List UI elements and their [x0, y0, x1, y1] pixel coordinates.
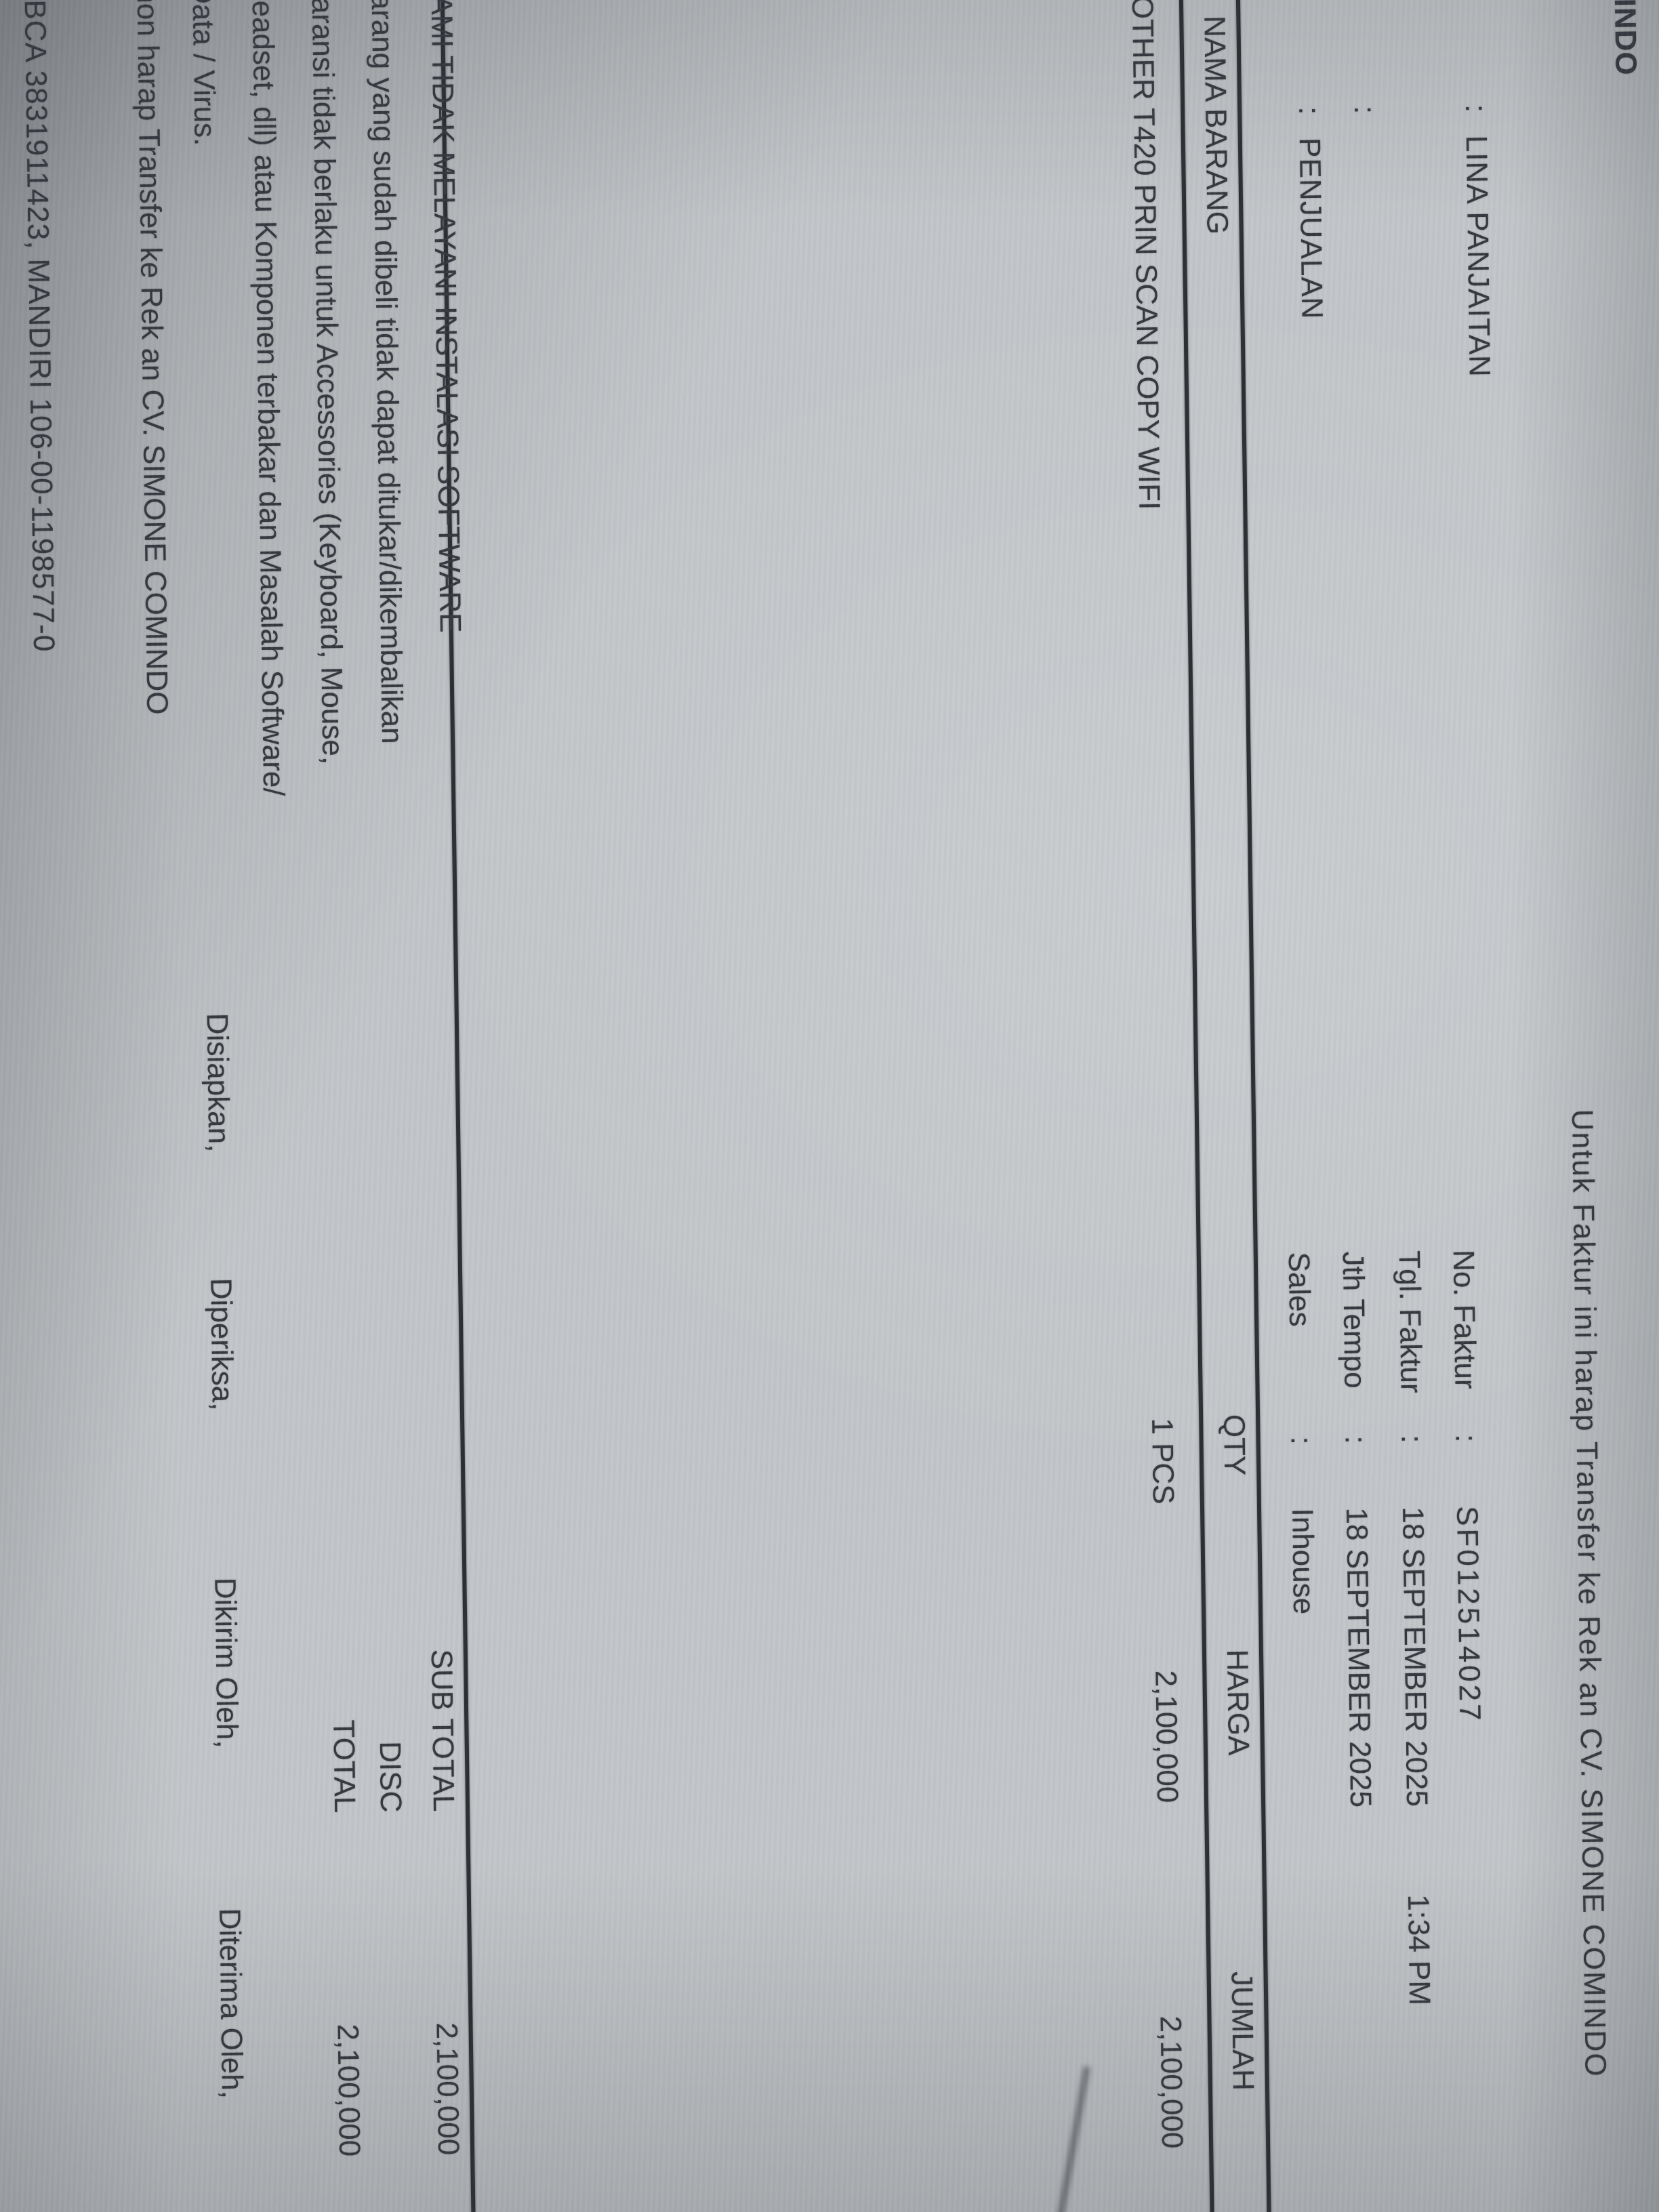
subtotal-label: SUB TOTAL	[424, 1649, 461, 1812]
discount-label: DISC	[373, 1740, 408, 1813]
due-date-value: 18 SEPTEMBER 2025	[1340, 1507, 1378, 1808]
item-row-qty: 1 PCS	[1145, 1418, 1180, 1504]
column-header-qty: QTY	[1217, 1414, 1252, 1476]
invoice-number-colon: :	[1449, 1433, 1483, 1443]
footer-transfer-instruction: Mohon harap Transfer ke Rek an CV. SIMON…	[129, 0, 174, 715]
customer-name-colon: :	[1459, 104, 1493, 113]
item-row-price: 2,100,000	[1149, 1670, 1185, 1803]
terms-line-4: Headset, dll) atau Komponen terbakar dan…	[245, 0, 291, 796]
invoice-number-label: No. Faktur	[1446, 1249, 1482, 1389]
signature-received-by-label: Diterima Oleh,	[213, 1908, 249, 2100]
invoice-date-value: 18 SEPTEMBER 2025	[1396, 1506, 1434, 1807]
invoice-date-colon: :	[1395, 1434, 1429, 1443]
signature-sent-by-label: Dikirim Oleh,	[208, 1577, 244, 1748]
item-row-name: BROTHER T420 PRIN SCAN COPY WIFI	[1124, 0, 1166, 510]
terms-line-3: Garansi tidak berlaku untuk Accessories …	[305, 0, 350, 765]
item-row-amount: 2,100,000	[1153, 2015, 1189, 2149]
column-header-price: HARGA	[1220, 1649, 1256, 1756]
customer-name: LINA PANJAITAN	[1459, 135, 1496, 378]
customer-empty-field-colon: :	[1348, 105, 1382, 115]
customer-transaction-type: PENJUALAN	[1292, 137, 1329, 320]
footer-bank-accounts: BCA 3831911423, MANDIRI 106-00-1198577-0	[18, 0, 61, 653]
signature-checked-by-label: Diperiksa,	[204, 1277, 239, 1411]
sales-value: Inhouse	[1286, 1508, 1321, 1615]
company-name: CV. SIMONE COMINDO	[1604, 0, 1642, 76]
transfer-instruction-header: Untuk Faktur ini harap Transfer ke Rek a…	[1565, 1109, 1612, 2078]
customer-type-colon: :	[1292, 106, 1326, 115]
due-date-colon: :	[1338, 1435, 1372, 1445]
table-header-bottom-border	[1178, 0, 1216, 2212]
invoice-number-value: SF012514027	[1450, 1505, 1487, 1723]
discount-value	[410, 1986, 412, 2156]
invoice-date-label: Tgl. Faktur	[1392, 1250, 1428, 1393]
terms-line-2: Barang yang sudah dibeli tidak dapat dit…	[365, 0, 409, 744]
sales-colon: :	[1284, 1436, 1318, 1446]
due-date-label: Jth Tempo	[1336, 1251, 1372, 1389]
total-label: TOTAL	[327, 1719, 362, 1814]
subtotal-value: 2,100,000	[430, 2022, 466, 2156]
invoice-time-value: 1:34 PM	[1401, 1893, 1437, 2006]
column-header-amount: JUMLAH	[1225, 1971, 1261, 2091]
sales-label: Sales	[1282, 1252, 1317, 1328]
signature-prepared-by-label: Disiapkan,	[200, 1012, 236, 1153]
column-header-item-name: NAMA BARANG	[1197, 15, 1234, 235]
table-header-top-border	[1235, 0, 1273, 2212]
total-value: 2,100,000	[331, 2024, 367, 2157]
terms-line-5: Data / Virus.	[186, 0, 222, 146]
terms-line-1: KAMI TIDAK MELAYANI INSTALASI SOFTWARE	[424, 0, 467, 633]
